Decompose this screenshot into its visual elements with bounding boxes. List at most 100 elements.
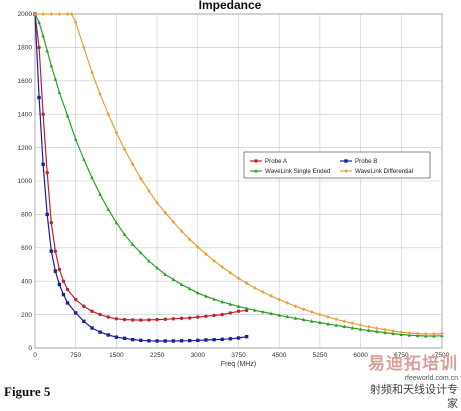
data-point (90, 175, 94, 180)
data-point (277, 313, 281, 317)
data-point (342, 319, 347, 324)
data-point (74, 20, 78, 25)
data-point (122, 336, 127, 341)
data-point (261, 290, 265, 295)
data-point (350, 325, 355, 330)
data-point (244, 281, 249, 286)
data-point (74, 311, 78, 315)
data-point (344, 159, 348, 163)
data-point (236, 336, 241, 340)
impedance-chart: Impedance 0 200 400 600 800 1000 1200 1400 1600 1… (17, 0, 450, 368)
data-point (114, 130, 119, 135)
series-line (34, 13, 443, 337)
data-point (130, 242, 135, 246)
data-point (399, 332, 403, 336)
data-point (122, 317, 127, 322)
legend-label: Probe A (265, 158, 288, 165)
data-point (367, 324, 371, 329)
data-point (220, 337, 224, 342)
data-point (383, 327, 387, 332)
data-point (236, 276, 241, 281)
data-point (244, 334, 249, 339)
y-tick-label: 1400 (18, 111, 33, 118)
data-point (122, 147, 127, 152)
data-point (204, 338, 208, 342)
series-wavelink-single-ended (33, 11, 444, 338)
data-point (53, 77, 58, 81)
data-point (65, 12, 70, 16)
data-point (57, 90, 62, 94)
legend-label: WaveLink Single Ended (265, 168, 331, 175)
data-point (212, 313, 216, 318)
data-point (57, 267, 62, 272)
data-point (375, 326, 379, 331)
data-point (106, 112, 110, 117)
data-point (41, 12, 45, 16)
data-point (424, 331, 428, 336)
data-point (407, 330, 412, 335)
data-point (90, 326, 94, 330)
data-point (310, 309, 314, 314)
data-point (57, 12, 62, 16)
x-tick-label: 4500 (272, 352, 287, 359)
data-point (41, 162, 45, 166)
y-tick-label: 1000 (18, 178, 33, 185)
data-point (69, 12, 74, 16)
data-point (204, 252, 208, 257)
data-point (155, 317, 159, 322)
data-point (399, 330, 403, 335)
data-point (254, 159, 258, 163)
chart-title: Impedance (199, 0, 262, 12)
y-tick-label: 1600 (18, 78, 33, 85)
y-tick-label: 1800 (18, 45, 33, 52)
data-point (114, 335, 119, 339)
data-point (139, 176, 143, 181)
x-tick-label: 7500 (435, 352, 450, 359)
data-point (171, 317, 176, 321)
data-point (122, 232, 127, 236)
data-point (147, 189, 151, 194)
data-point (285, 300, 290, 305)
legend-label: WaveLink Differential (355, 168, 413, 175)
data-point (53, 269, 58, 273)
data-point (293, 316, 298, 320)
data-point (367, 328, 371, 332)
data-point (212, 297, 216, 301)
x-tick-label: 3000 (191, 352, 206, 359)
data-point (37, 20, 41, 24)
data-point (163, 317, 167, 321)
x-tick-label: 750 (70, 352, 81, 359)
data-point (155, 339, 159, 343)
data-point (253, 308, 257, 312)
legend-label: Probe B (355, 158, 377, 165)
data-point (82, 157, 86, 161)
x-tick-label: 3750 (231, 352, 246, 359)
data-point (147, 339, 151, 343)
data-point (41, 112, 45, 116)
x-tick-label: 1500 (109, 352, 124, 359)
data-point (318, 312, 322, 317)
data-point (212, 337, 216, 342)
data-point (45, 170, 49, 175)
data-point (106, 315, 110, 319)
data-point (204, 294, 208, 298)
data-point (171, 219, 176, 224)
data-point (228, 270, 233, 275)
data-point (98, 312, 102, 317)
data-point (310, 319, 314, 323)
x-axis-ticks: 0 750 1500 2250 3000 3750 4500 5250 6000 6750 7500 (33, 352, 449, 359)
data-point (253, 285, 257, 290)
data-point (228, 302, 233, 306)
data-point (187, 237, 192, 242)
data-point (65, 287, 70, 292)
data-point (301, 317, 306, 322)
series-probe-b (33, 12, 249, 343)
data-point (98, 92, 102, 97)
data-point (228, 337, 233, 341)
data-point (37, 95, 41, 100)
data-point (163, 272, 167, 277)
data-point (139, 318, 143, 322)
series-line (35, 13, 443, 335)
data-point (49, 221, 53, 225)
data-point (391, 328, 395, 333)
